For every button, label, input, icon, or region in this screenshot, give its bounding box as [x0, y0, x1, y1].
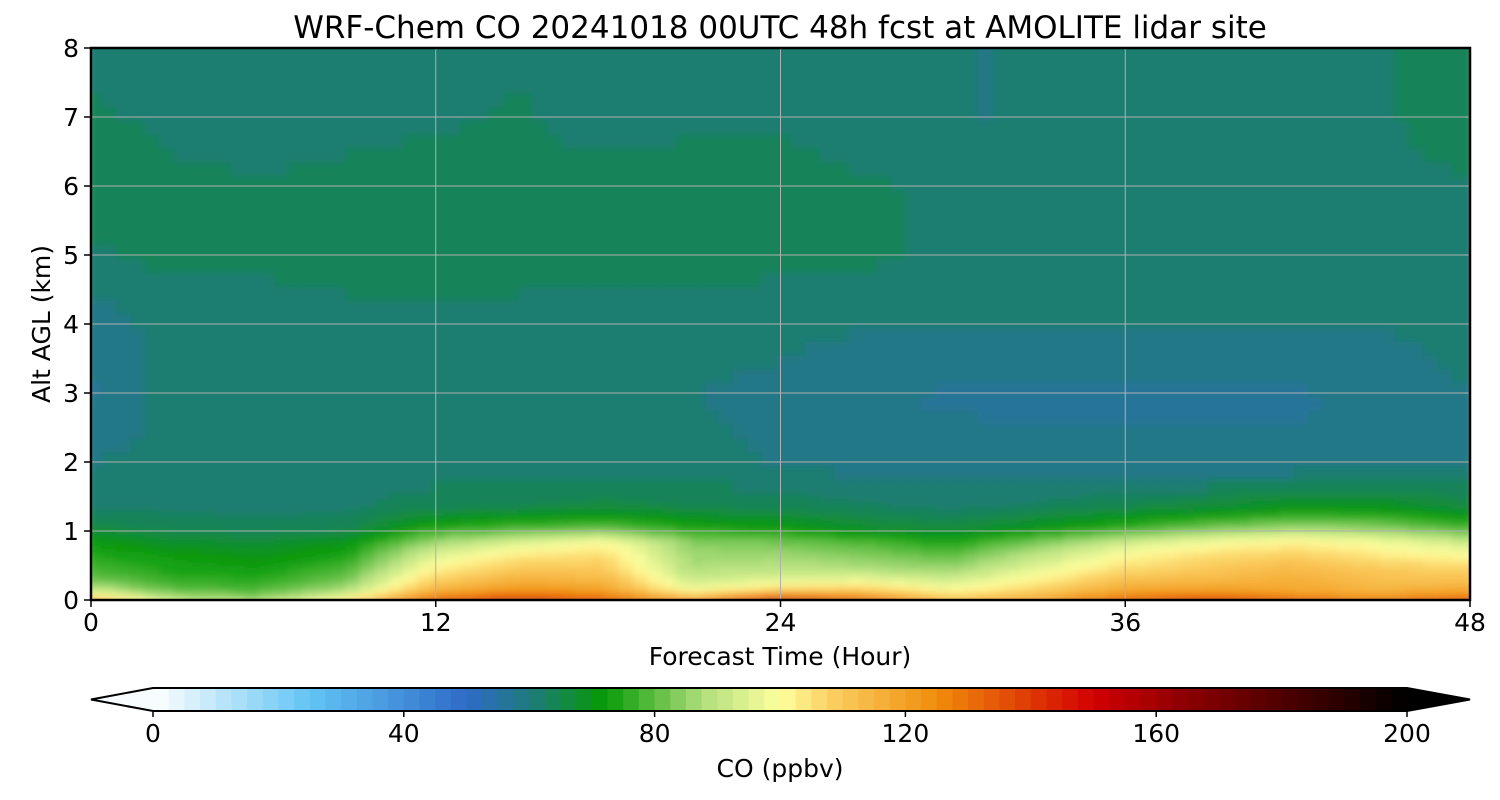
chart-title: WRF-Chem CO 20241018 00UTC 48h fcst at A…: [293, 10, 1267, 46]
co-field: [91, 48, 1470, 600]
plot-area: [89, 46, 1472, 602]
